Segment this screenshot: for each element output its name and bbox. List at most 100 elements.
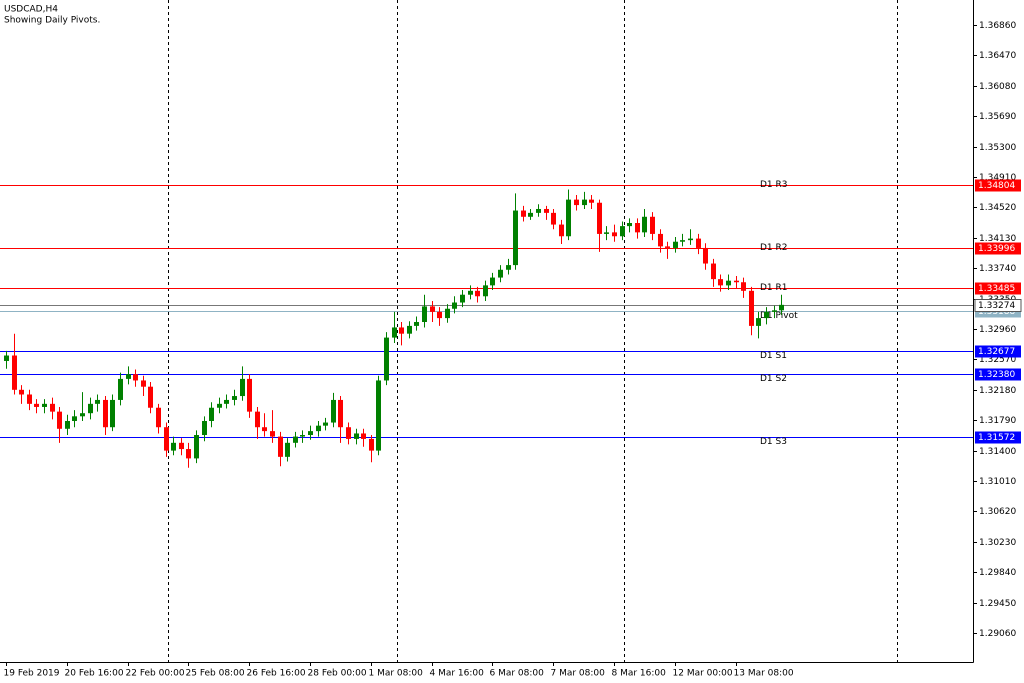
y-tick-label: 1.32180 — [979, 386, 1016, 396]
candle-body — [179, 442, 184, 450]
y-tick-label: 1.31010 — [979, 477, 1016, 487]
candle-body — [650, 216, 655, 234]
candle-body — [110, 399, 115, 428]
period-separators — [168, 0, 898, 662]
candle-body — [521, 210, 526, 217]
price-label-box — [975, 242, 1021, 255]
pivot-name: D1 R2 — [760, 243, 788, 253]
candle-body — [164, 427, 169, 451]
candle-body — [452, 302, 457, 309]
candle-body — [156, 407, 161, 428]
bid-label: 1.33274 — [978, 301, 1015, 311]
candle-body — [4, 355, 9, 361]
candle-body — [574, 199, 579, 206]
candle-body — [414, 321, 419, 326]
y-tick-label: 1.31790 — [979, 416, 1016, 426]
x-tick-label: 28 Feb 00:00 — [308, 669, 367, 679]
y-tick-label: 1.31400 — [979, 447, 1016, 457]
price-label-box — [975, 368, 1021, 381]
candle-body — [688, 238, 693, 241]
y-tick-label: 1.35300 — [979, 143, 1016, 153]
candle-body — [741, 282, 746, 291]
candle-body — [582, 199, 587, 206]
candle-body — [460, 294, 465, 303]
candle-body — [544, 208, 549, 213]
y-tick-label: 1.30230 — [979, 538, 1016, 548]
candle-body — [726, 280, 731, 286]
x-tick-label: 26 Feb 16:00 — [247, 669, 306, 679]
candle-body — [635, 223, 640, 233]
candle-body — [392, 327, 397, 338]
candle-body — [232, 396, 237, 400]
candle-body — [141, 380, 146, 387]
x-tick-label: 4 Mar 16:00 — [430, 669, 485, 679]
price-label-box — [975, 345, 1021, 358]
candle-body — [483, 285, 488, 297]
candle-body — [772, 310, 777, 312]
candles — [4, 189, 784, 468]
price-label: 1.33485 — [978, 284, 1015, 294]
candle-body — [498, 269, 503, 278]
x-tick-label: 13 Mar 08:00 — [734, 669, 794, 679]
y-tick-label: 1.34910 — [979, 173, 1016, 183]
pivot-name: D1 S1 — [760, 351, 787, 361]
candle-body — [300, 435, 305, 437]
candle-body — [422, 306, 427, 322]
candle-body — [171, 442, 176, 451]
candle-body — [551, 212, 556, 225]
candle-body — [209, 407, 214, 421]
candle-body — [430, 306, 435, 312]
candle-body — [148, 386, 153, 408]
candle-body — [376, 380, 381, 451]
y-tick-label: 1.32960 — [979, 325, 1016, 335]
pivot-name: D1 Pivot — [760, 311, 798, 321]
candle-body — [703, 247, 708, 264]
candle-body — [779, 304, 784, 311]
candle-body — [262, 427, 267, 432]
candle-body — [506, 265, 511, 270]
price-label: 1.32380 — [978, 370, 1015, 380]
candle-body — [354, 433, 359, 439]
candle-body — [749, 290, 754, 326]
price-label: 1.33996 — [978, 244, 1015, 254]
candle-body — [528, 212, 533, 217]
candle-body — [338, 399, 343, 428]
candle-body — [103, 399, 108, 428]
candle-body — [764, 311, 769, 319]
candle-body — [194, 435, 199, 459]
y-tick-label: 1.29450 — [979, 599, 1016, 609]
candle-body — [711, 263, 716, 280]
candle-body — [57, 411, 62, 429]
candle-body — [673, 241, 678, 248]
candle-body — [361, 433, 366, 439]
y-tick-label: 1.32570 — [979, 355, 1016, 365]
candle-body — [536, 208, 541, 213]
candle-body — [50, 403, 55, 412]
candle-body — [331, 399, 336, 423]
candle-body — [308, 431, 313, 436]
candle-body — [756, 318, 761, 326]
price-label-box — [975, 431, 1021, 444]
candle-body — [475, 290, 480, 297]
pivot-name: D1 R1 — [760, 283, 788, 293]
x-tick-label: 7 Mar 08:00 — [551, 669, 606, 679]
candle-body — [217, 403, 222, 408]
candle-body — [65, 420, 70, 429]
x-tick-label: 6 Mar 08:00 — [490, 669, 545, 679]
candle-body — [734, 280, 739, 283]
candle-body — [718, 279, 723, 286]
candle-body — [369, 438, 374, 451]
candle-body — [346, 427, 351, 439]
candle-body — [513, 210, 518, 266]
y-tick-label: 1.34130 — [979, 234, 1016, 244]
candle-body — [604, 232, 609, 234]
candle-body — [437, 311, 442, 319]
bid-label-box — [974, 299, 1022, 312]
pivot-name: D1 S3 — [760, 437, 787, 447]
candle-body — [27, 394, 32, 404]
pivot-name: D1 S2 — [760, 374, 787, 384]
candle-body — [293, 436, 298, 443]
candle-body — [597, 202, 602, 234]
